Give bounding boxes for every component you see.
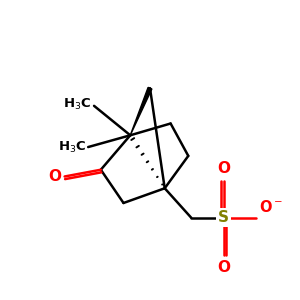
Text: O: O [217, 260, 230, 275]
Text: O: O [217, 160, 230, 175]
Text: H$_3$C: H$_3$C [58, 140, 86, 154]
Polygon shape [130, 87, 152, 135]
Text: O$^-$: O$^-$ [259, 199, 283, 215]
Text: O: O [48, 169, 61, 184]
Text: H$_3$C: H$_3$C [63, 97, 92, 112]
Text: S: S [218, 210, 229, 225]
